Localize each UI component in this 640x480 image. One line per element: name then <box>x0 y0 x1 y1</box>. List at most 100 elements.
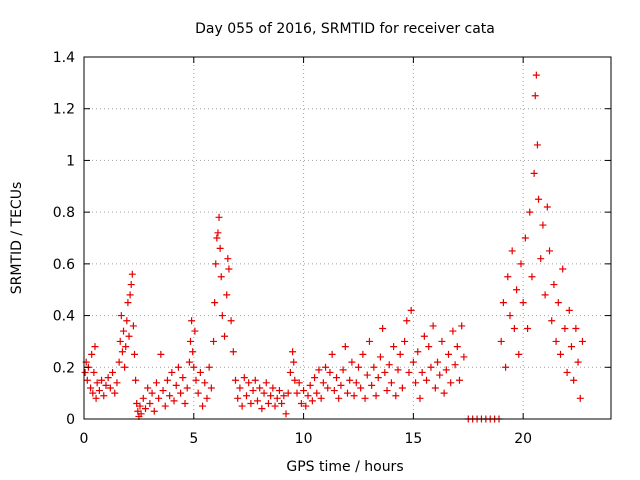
data-point <box>300 387 308 395</box>
data-point <box>543 203 551 211</box>
data-point <box>275 387 283 395</box>
data-point <box>438 337 446 345</box>
x-tick-label: 0 <box>80 431 89 447</box>
data-point <box>163 376 171 384</box>
data-point <box>289 348 297 356</box>
data-point <box>131 350 139 358</box>
data-point <box>350 392 358 400</box>
data-point <box>379 325 387 332</box>
data-point <box>508 247 516 255</box>
data-point <box>152 379 160 387</box>
data-point <box>172 381 180 389</box>
data-point <box>89 389 97 397</box>
data-point <box>215 213 223 221</box>
data-point <box>225 265 233 273</box>
data-point <box>212 260 220 268</box>
data-point <box>234 394 242 402</box>
data-point <box>535 195 543 203</box>
data-point <box>567 343 575 351</box>
data-point <box>537 255 545 263</box>
y-tick-label: 0.6 <box>53 257 75 273</box>
data-point <box>447 379 455 387</box>
ticks-layer: 0 0.2 0.4 0.6 0.8 1 1.2 1.4 0 5 10 15 20 <box>53 50 611 447</box>
data-point <box>127 281 135 289</box>
y-axis-label: SRMTID / TECUs <box>9 182 25 295</box>
data-point <box>190 363 198 371</box>
x-tick-label: 10 <box>295 431 313 447</box>
data-point <box>90 368 98 376</box>
data-point <box>267 392 275 400</box>
data-point <box>315 366 323 374</box>
data-point <box>425 343 433 351</box>
data-point <box>191 327 199 335</box>
data-point <box>499 299 507 307</box>
data-point <box>224 255 232 263</box>
data-point <box>528 273 536 281</box>
plot-frame <box>83 56 612 420</box>
data-point <box>95 387 103 395</box>
data-point <box>337 381 345 389</box>
data-point <box>161 402 169 410</box>
data-point <box>563 368 571 376</box>
data-point <box>453 343 461 351</box>
data-point <box>311 374 319 382</box>
data-point <box>284 389 292 397</box>
data-point <box>102 381 110 389</box>
data-point <box>306 381 314 389</box>
data-point <box>361 394 369 402</box>
data-point <box>412 379 420 387</box>
data-point <box>339 366 347 374</box>
data-point <box>211 299 219 307</box>
data-point <box>330 387 338 395</box>
data-point <box>189 348 197 356</box>
data-point <box>304 392 312 400</box>
data-point <box>245 379 253 387</box>
data-point <box>93 379 101 387</box>
data-point <box>115 358 123 366</box>
data-point <box>201 379 209 387</box>
data-point <box>253 397 261 405</box>
data-point <box>532 71 540 79</box>
data-point <box>524 325 532 332</box>
data-point <box>260 389 268 397</box>
data-point <box>326 368 334 376</box>
data-point <box>83 376 91 384</box>
data-point <box>297 399 305 407</box>
data-point <box>170 397 178 405</box>
data-point <box>256 384 264 392</box>
data-point <box>381 368 389 376</box>
data-point <box>98 376 106 384</box>
data-point <box>552 337 560 345</box>
data-point <box>431 384 439 392</box>
data-point <box>346 376 354 384</box>
data-point <box>92 394 100 402</box>
data-point <box>132 376 140 384</box>
y-tick-label: 1.4 <box>53 50 75 66</box>
data-point <box>232 376 240 384</box>
data-point <box>216 244 224 252</box>
data-point <box>344 389 351 397</box>
data-point <box>141 405 149 413</box>
data-point <box>150 407 158 415</box>
data-point <box>335 394 343 402</box>
data-point <box>519 299 527 307</box>
data-point <box>179 374 187 382</box>
data-point <box>515 350 523 358</box>
data-point <box>109 368 117 376</box>
data-point <box>396 350 404 358</box>
data-point <box>401 337 409 345</box>
data-point <box>214 229 222 237</box>
data-point <box>144 384 152 392</box>
data-point <box>504 273 512 281</box>
data-point <box>319 379 327 387</box>
data-point <box>322 363 330 371</box>
data-point <box>273 394 281 402</box>
data-point <box>128 270 136 278</box>
data-point <box>390 343 398 351</box>
data-point <box>374 374 382 382</box>
data-point <box>510 325 518 332</box>
data-point <box>328 350 336 358</box>
x-tick-label: 5 <box>189 431 198 447</box>
data-point <box>240 374 248 382</box>
